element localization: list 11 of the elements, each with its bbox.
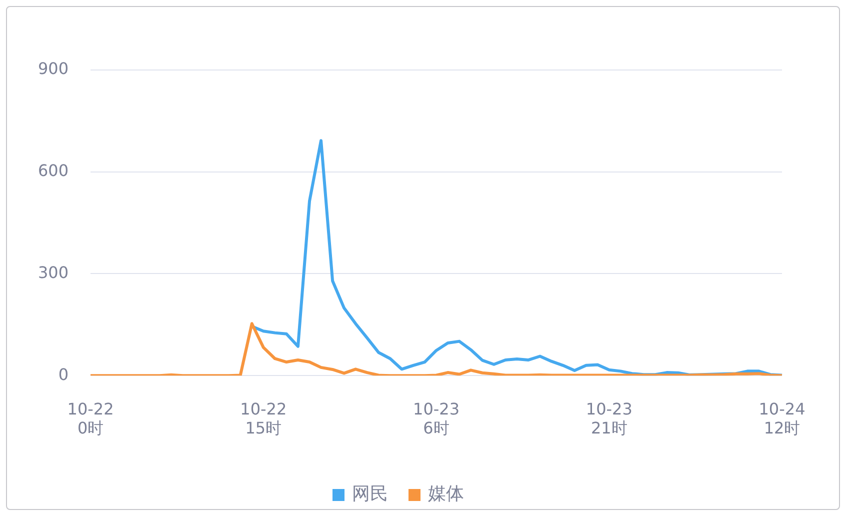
x-tick-label: 10-23 6时 (413, 399, 460, 438)
y-tick-label: 0 (58, 364, 69, 384)
legend-label: 媒体 (428, 484, 464, 505)
x-tick-label: 10-24 12时 (758, 399, 806, 438)
y-tick-label: 600 (38, 161, 69, 180)
y-tick-label: 300 (38, 262, 69, 282)
legend-label: 网民 (352, 484, 388, 505)
x-tick-label: 10-22 0时 (67, 399, 114, 438)
x-tick-label: 10-23 21时 (586, 399, 632, 438)
y-tick-label: 900 (38, 59, 69, 78)
x-tick-label: 10-22 15时 (240, 399, 287, 438)
